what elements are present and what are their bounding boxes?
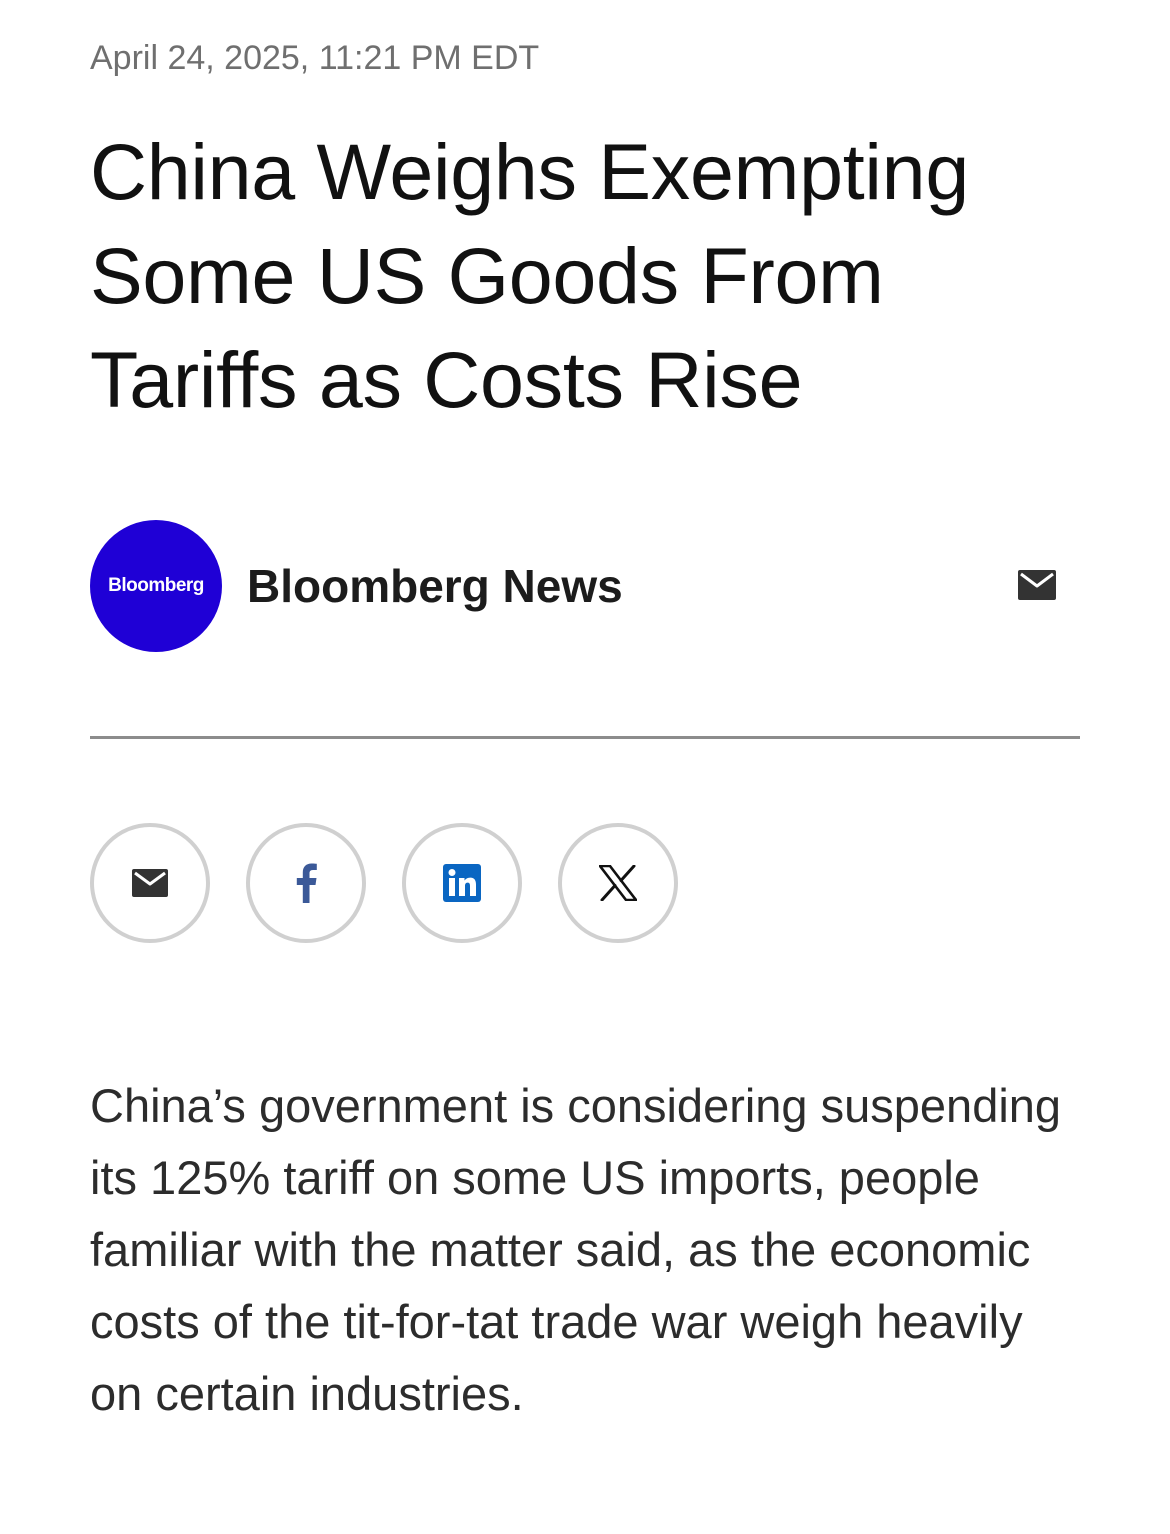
envelope-icon bbox=[132, 869, 168, 897]
divider bbox=[90, 736, 1080, 739]
article-headline: China Weighs Exempting Some US Goods Fro… bbox=[90, 127, 969, 424]
share-linkedin-button[interactable] bbox=[402, 823, 522, 943]
byline: Bloomberg Bloomberg News bbox=[90, 520, 1080, 652]
facebook-icon bbox=[295, 863, 317, 903]
author-name[interactable]: Bloomberg News bbox=[247, 560, 623, 612]
article-body: China’s government is considering suspen… bbox=[90, 1079, 1062, 1420]
author-avatar[interactable]: Bloomberg bbox=[90, 520, 222, 652]
share-facebook-button[interactable] bbox=[246, 823, 366, 943]
linkedin-icon bbox=[443, 864, 481, 902]
avatar-logo-text: Bloomberg bbox=[108, 575, 204, 596]
share-email-button[interactable] bbox=[90, 823, 210, 943]
share-buttons bbox=[90, 823, 690, 943]
share-x-button[interactable] bbox=[558, 823, 678, 943]
envelope-icon[interactable] bbox=[1018, 568, 1056, 602]
article-timestamp: April 24, 2025, 11:21 PM EDT bbox=[90, 39, 540, 77]
x-icon bbox=[599, 865, 637, 901]
